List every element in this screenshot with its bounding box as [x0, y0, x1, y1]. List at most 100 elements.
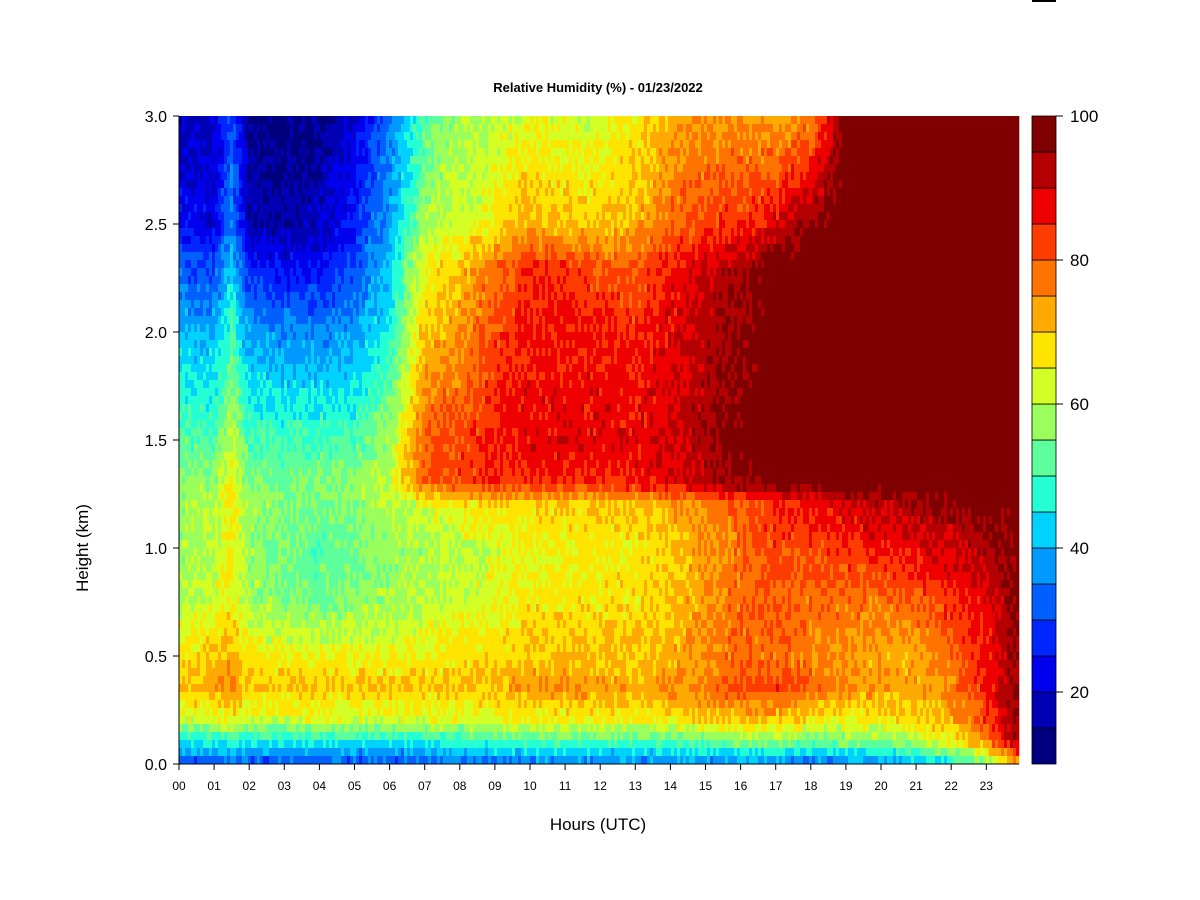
heatmap-cell [311, 316, 314, 324]
heatmap-cell [254, 588, 257, 596]
heatmap-cell [230, 572, 233, 580]
heatmap-cell [272, 732, 275, 740]
heatmap-cell [353, 684, 356, 692]
heatmap-cell [263, 748, 266, 756]
heatmap-cell [335, 204, 338, 212]
heatmap-cell [269, 300, 272, 308]
heatmap-cell [302, 340, 305, 348]
heatmap-cell [260, 116, 263, 124]
heatmap-cell [254, 476, 257, 484]
heatmap-cell [242, 292, 245, 300]
heatmap-cell [200, 524, 203, 532]
heatmap-cell [299, 484, 302, 492]
heatmap-cell [323, 308, 326, 316]
heatmap-cell [287, 756, 290, 764]
heatmap-cell [206, 276, 209, 284]
heatmap-cell [353, 612, 356, 620]
heatmap-cell [329, 396, 332, 404]
heatmap-cell [362, 404, 365, 412]
heatmap-cell [236, 532, 239, 540]
heatmap-cell [338, 732, 341, 740]
heatmap-cell [188, 164, 191, 172]
heatmap-cell [308, 636, 311, 644]
heatmap-cell [290, 684, 293, 692]
heatmap-cell [344, 532, 347, 540]
heatmap-cell [350, 324, 353, 332]
heatmap-cell [230, 196, 233, 204]
heatmap-cell [239, 260, 242, 268]
heatmap-cell [197, 620, 200, 628]
heatmap-cell [338, 436, 341, 444]
heatmap-cell [227, 188, 230, 196]
heatmap-cell [233, 508, 236, 516]
heatmap-cell [221, 740, 224, 748]
heatmap-cell [335, 388, 338, 396]
heatmap-cell [353, 644, 356, 652]
heatmap-cell [257, 356, 260, 364]
heatmap-cell [227, 404, 230, 412]
heatmap-cell [275, 644, 278, 652]
heatmap-cell [263, 668, 266, 676]
heatmap-cell [197, 180, 200, 188]
heatmap-cell [293, 268, 296, 276]
heatmap-cell [305, 124, 308, 132]
heatmap-cell [356, 644, 359, 652]
heatmap-cell [317, 724, 320, 732]
heatmap-cell [302, 140, 305, 148]
heatmap-cell [266, 412, 269, 420]
heatmap-cell [194, 692, 197, 700]
heatmap-cell [299, 476, 302, 484]
heatmap-cell [269, 420, 272, 428]
heatmap-cell [242, 492, 245, 500]
heatmap-cell [200, 228, 203, 236]
heatmap-cell [317, 580, 320, 588]
heatmap-cell [290, 156, 293, 164]
heatmap-cell [323, 500, 326, 508]
heatmap-cell [302, 348, 305, 356]
heatmap-cell [299, 548, 302, 556]
heatmap-cell [257, 180, 260, 188]
heatmap-cell [200, 516, 203, 524]
heatmap-cell [269, 444, 272, 452]
heatmap-cell [347, 668, 350, 676]
heatmap-cell [272, 156, 275, 164]
heatmap-cell [251, 436, 254, 444]
heatmap-cell [296, 700, 299, 708]
heatmap-cell [332, 468, 335, 476]
heatmap-cell [299, 660, 302, 668]
heatmap-cell [287, 268, 290, 276]
heatmap-cell [314, 348, 317, 356]
heatmap-cell [254, 364, 257, 372]
heatmap-cell [191, 196, 194, 204]
heatmap-cell [233, 660, 236, 668]
heatmap-cell [353, 124, 356, 132]
heatmap-cell [200, 132, 203, 140]
heatmap-cell [227, 484, 230, 492]
heatmap-cell [350, 748, 353, 756]
heatmap-cell [215, 124, 218, 132]
heatmap-cell [245, 508, 248, 516]
heatmap-cell [242, 332, 245, 340]
heatmap-cell [257, 316, 260, 324]
heatmap-cell [329, 436, 332, 444]
heatmap-cell [356, 540, 359, 548]
heatmap-cell [275, 740, 278, 748]
heatmap-cell [251, 524, 254, 532]
heatmap-cell [254, 436, 257, 444]
heatmap-cell [296, 548, 299, 556]
heatmap-cell [287, 220, 290, 228]
heatmap-cell [188, 244, 191, 252]
heatmap-cell [245, 724, 248, 732]
heatmap-cell [233, 340, 236, 348]
heatmap-cell [275, 700, 278, 708]
heatmap-cell [215, 756, 218, 764]
heatmap-cell [281, 692, 284, 700]
heatmap-cell [284, 228, 287, 236]
heatmap-cell [332, 204, 335, 212]
heatmap-cell [341, 684, 344, 692]
heatmap-cell [239, 612, 242, 620]
heatmap-cell [299, 188, 302, 196]
heatmap-cell [275, 668, 278, 676]
heatmap-cell [302, 404, 305, 412]
heatmap-cell [254, 548, 257, 556]
